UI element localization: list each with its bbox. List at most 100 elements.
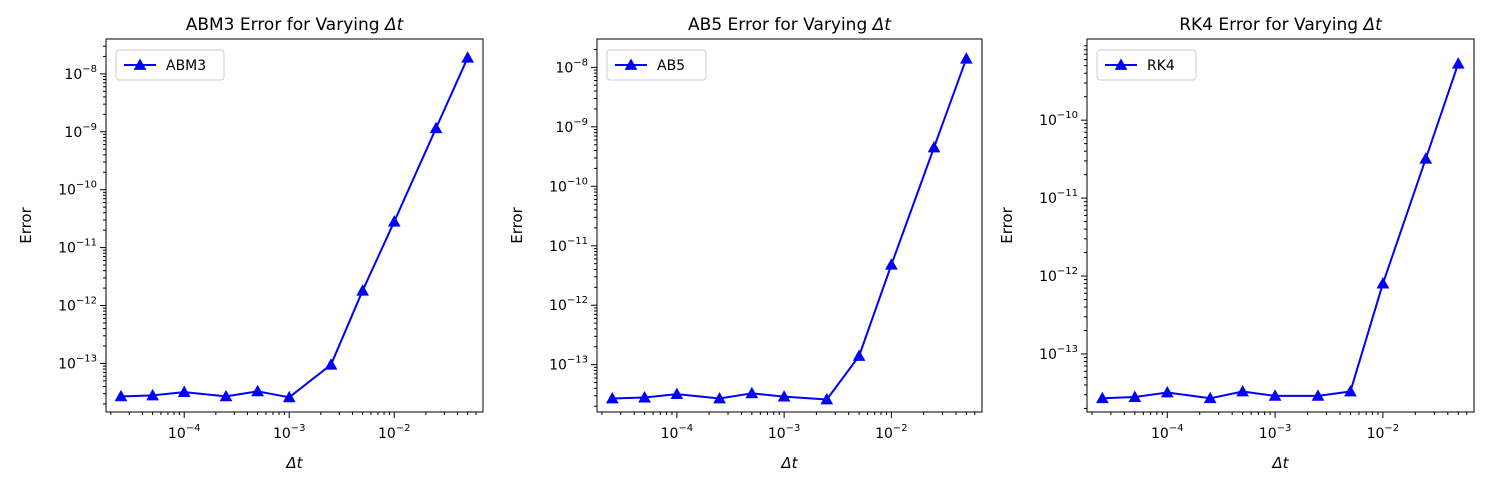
y-tick-label: 10−11 — [549, 236, 588, 255]
y-tick-label: 10−13 — [58, 353, 97, 372]
chart-title: ABM3 Error for Varying Δt — [186, 15, 405, 35]
legend-box — [115, 49, 225, 81]
y-tick-label-exponent: −10 — [1057, 110, 1078, 121]
y-tick-label-base: 10 — [549, 298, 567, 314]
legend-box — [1096, 49, 1197, 81]
chart-title-text: ABM3 Error for Varying — [186, 15, 385, 35]
y-tick-label-base: 10 — [58, 241, 76, 257]
data-point-marker — [670, 387, 684, 400]
chart-title: AB5 Error for Varying Δt — [688, 15, 892, 35]
y-tick-label-exponent: −12 — [567, 295, 588, 306]
x-tick-label: 10−2 — [875, 423, 908, 442]
y-tick-label-exponent: −8 — [82, 64, 97, 75]
y-tick-label-exponent: −10 — [76, 180, 97, 191]
x-tick-label-base: 10 — [1259, 426, 1277, 442]
data-point-marker — [1096, 391, 1109, 404]
x-tick-label-exponent: −3 — [291, 423, 306, 434]
plot-frame — [1086, 38, 1475, 413]
y-tick-label-exponent: −9 — [573, 117, 588, 128]
y-tick-label-exponent: −10 — [567, 176, 588, 187]
x-tick-label-exponent: −4 — [186, 423, 201, 434]
chart-title-text: RK4 Error for Varying — [1179, 15, 1363, 35]
y-tick-label: 10−10 — [1039, 110, 1078, 129]
x-tick-label: 10−4 — [1151, 423, 1184, 442]
x-tick-label: 10−2 — [1367, 423, 1400, 442]
y-tick-label: 10−11 — [58, 238, 97, 257]
data-point-marker — [461, 51, 475, 63]
y-tick-label: 10−12 — [549, 295, 588, 314]
y-tick-label: 10−12 — [1039, 266, 1078, 285]
y-axis-label: Error — [17, 206, 35, 243]
y-tick-label-base: 10 — [549, 239, 567, 255]
x-axis-label-text: Δt — [780, 454, 798, 472]
y-tick-label-base: 10 — [58, 356, 76, 372]
y-tick-label-exponent: −13 — [76, 353, 97, 364]
data-point-marker — [820, 392, 834, 405]
data-point-marker — [605, 391, 619, 404]
y-tick-label: 10−13 — [1039, 344, 1078, 363]
x-tick-label-base: 10 — [661, 426, 679, 442]
x-tick-label-base: 10 — [1367, 426, 1385, 442]
y-tick-label-exponent: −11 — [1057, 188, 1078, 199]
chart-title-variable: Δt — [871, 15, 893, 35]
data-point-marker — [852, 349, 866, 361]
data-point-marker — [638, 391, 651, 403]
y-tick-label-exponent: −11 — [76, 238, 97, 249]
y-axis-label: Error — [998, 206, 1016, 243]
y-tick-label-base: 10 — [58, 183, 76, 199]
x-tick-label-exponent: −2 — [893, 423, 908, 434]
y-tick-label-base: 10 — [555, 60, 573, 76]
y-tick-label: 10−13 — [549, 355, 588, 374]
y-tick-label-exponent: −13 — [567, 355, 588, 366]
data-point-marker — [387, 215, 401, 227]
legend-marker — [624, 58, 638, 70]
data-point-marker — [1311, 389, 1325, 401]
y-tick-label: 10−9 — [555, 117, 588, 136]
x-tick-label-exponent: −2 — [396, 423, 411, 434]
data-point-marker — [1236, 384, 1249, 397]
y-tick-label-base: 10 — [555, 120, 573, 136]
x-tick-label: 10−3 — [273, 423, 306, 442]
legend-entry-label: RK4 — [1147, 58, 1175, 74]
y-tick-label: 10−9 — [64, 122, 97, 141]
y-tick-label-base: 10 — [64, 125, 82, 141]
x-tick-label-exponent: −4 — [678, 423, 693, 434]
data-point-marker — [885, 258, 898, 270]
y-tick-label: 10−8 — [64, 64, 97, 83]
x-tick-label: 10−4 — [168, 423, 201, 442]
x-tick-label-base: 10 — [378, 426, 396, 442]
legend-marker — [133, 58, 147, 70]
y-tick-label-exponent: −12 — [76, 296, 97, 307]
data-point-marker — [146, 388, 159, 401]
x-tick-label-base: 10 — [168, 426, 186, 442]
data-point-marker — [177, 385, 191, 397]
x-axis-label: Δt — [1271, 454, 1289, 472]
legend-entry-label: AB5 — [657, 58, 685, 74]
data-point-marker — [1451, 57, 1465, 69]
x-tick-label: 10−3 — [768, 423, 801, 442]
data-point-marker — [927, 140, 941, 153]
data-point-marker — [777, 390, 791, 402]
data-point-marker — [1344, 384, 1357, 397]
y-tick-label: 10−8 — [555, 57, 588, 76]
y-tick-label: 10−11 — [1039, 188, 1078, 207]
legend-box — [606, 49, 707, 81]
data-point-marker — [356, 284, 369, 296]
data-point-marker — [1419, 152, 1433, 164]
x-tick-label: 10−2 — [378, 423, 411, 442]
y-tick-label-base: 10 — [1039, 269, 1057, 285]
x-axis-label-text: Δt — [285, 454, 303, 472]
x-tick-label: 10−3 — [1259, 423, 1292, 442]
y-tick-label: 10−12 — [58, 296, 97, 315]
y-tick-label-exponent: −12 — [1057, 266, 1078, 277]
data-point-marker — [1203, 391, 1217, 404]
data-point-marker — [1128, 390, 1142, 402]
data-point-marker — [1268, 389, 1282, 401]
chart-title-variable: Δt — [1361, 15, 1383, 35]
x-tick-label-base: 10 — [875, 426, 893, 442]
y-tick-label-exponent: −8 — [573, 57, 588, 68]
